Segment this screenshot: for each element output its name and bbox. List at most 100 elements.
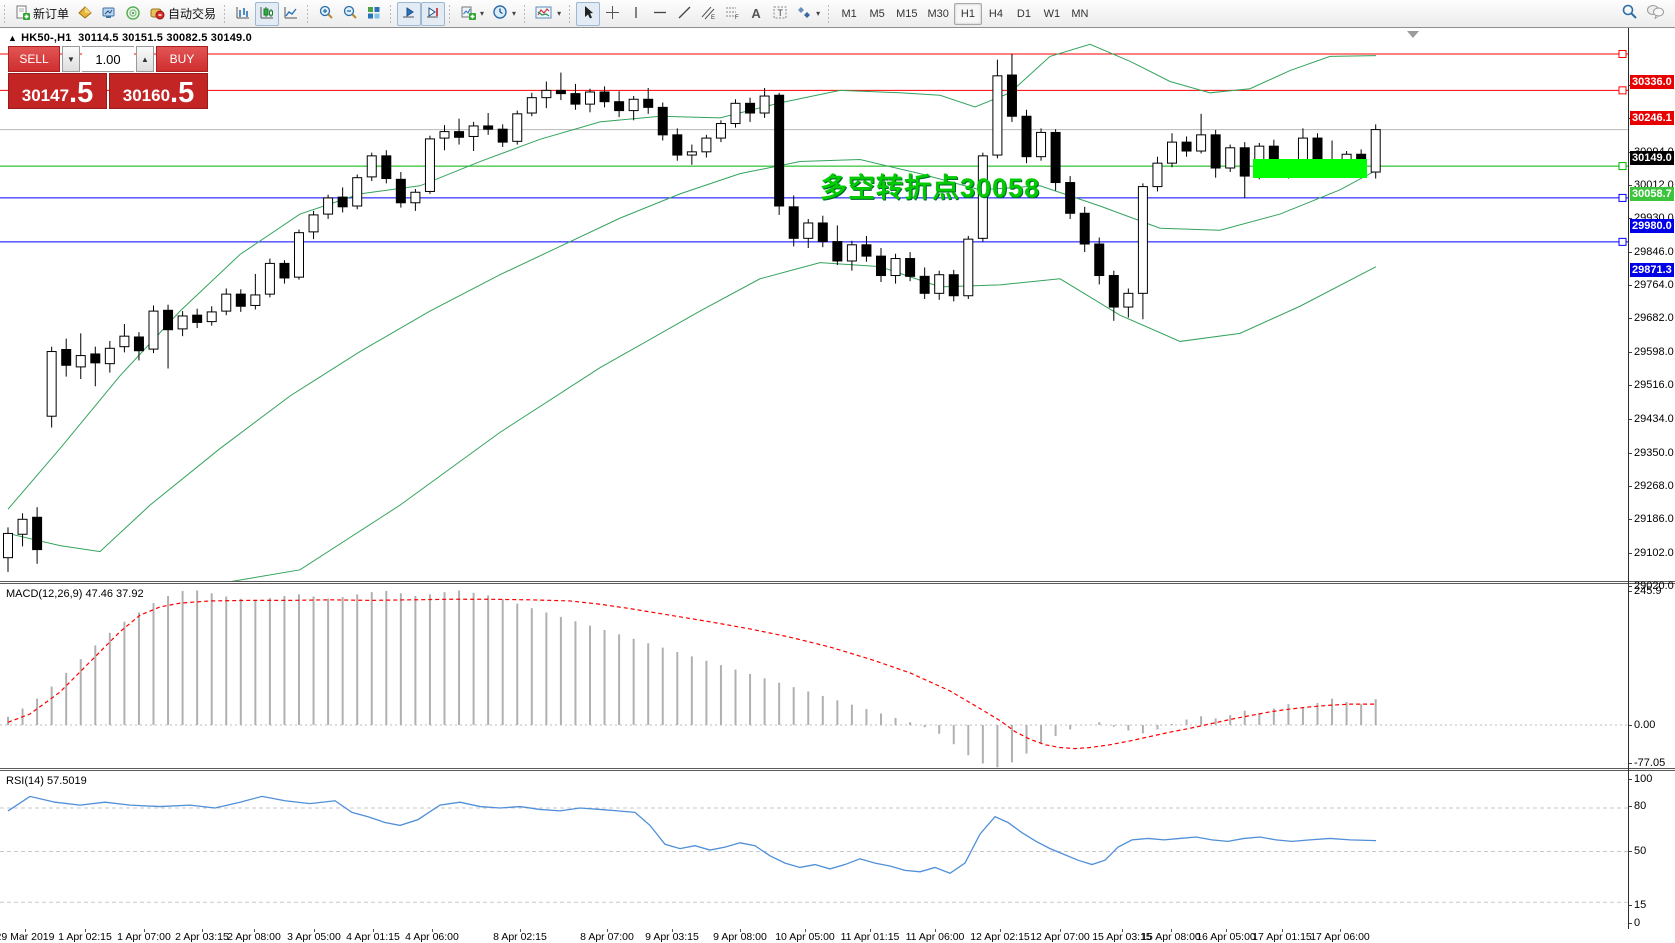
chart-candles-button[interactable] <box>255 1 280 26</box>
bull-candle <box>1370 129 1381 173</box>
bull-candle <box>1196 134 1207 152</box>
fibonacci-tool-button[interactable]: F <box>720 2 744 26</box>
tile-windows-button[interactable] <box>362 2 386 26</box>
autotrading-button[interactable]: 自动交易 <box>145 2 220 26</box>
price-tick-label: 29434.0 <box>1634 412 1674 425</box>
bear-candle <box>948 274 959 297</box>
zoom-out-button[interactable] <box>338 2 362 26</box>
volume-input[interactable] <box>82 46 134 72</box>
equidistant-channel-icon: E <box>700 5 716 23</box>
timeframe-mn-button[interactable]: MN <box>1071 7 1089 20</box>
buy-button[interactable]: BUY <box>156 46 208 72</box>
timeframe-h4-button[interactable]: H4 <box>988 7 1003 20</box>
axis-tick-mark <box>1629 763 1632 764</box>
dropdown-caret: ▾ <box>512 9 517 18</box>
market-watch-button[interactable] <box>97 2 121 26</box>
main-price-pane[interactable] <box>0 28 1628 581</box>
price-tick-label: 29516.0 <box>1634 379 1674 392</box>
zoom-out-icon <box>342 4 358 23</box>
bear-candle <box>381 155 392 180</box>
bear-candle <box>876 255 886 277</box>
timeframe-m30-button[interactable]: M30 <box>927 7 949 20</box>
line-endpoint-marker[interactable] <box>1618 50 1627 58</box>
chart-bars-button[interactable] <box>231 2 255 26</box>
bull-candle <box>1225 147 1236 169</box>
bull-candle <box>439 131 450 139</box>
sell-price-panel[interactable]: 30147.5 <box>8 73 107 109</box>
trendline-tool-button[interactable] <box>672 2 696 26</box>
volume-increase-button[interactable]: ▲ <box>136 46 154 72</box>
rsi-pane[interactable] <box>0 771 1628 928</box>
bear-candle <box>1210 134 1221 169</box>
buy-price-frac: .5 <box>170 77 195 109</box>
time-tick-mark <box>373 929 374 932</box>
price-axis[interactable]: 30260.030178.030094.030012.029930.029846… <box>1629 28 1675 929</box>
bear-candle <box>1108 275 1119 308</box>
indicators-button[interactable]: ▾ <box>531 2 565 26</box>
buy-price-panel[interactable]: 30160.5 <box>109 73 208 109</box>
hline-tool-button[interactable] <box>648 2 672 26</box>
macd-pane[interactable] <box>0 584 1628 768</box>
sell-button[interactable]: SELL <box>8 46 60 72</box>
axis-tick-mark <box>1629 725 1632 726</box>
line-endpoint-marker[interactable] <box>1618 237 1627 246</box>
axis-tick-mark <box>1629 905 1632 906</box>
axis-tick-mark <box>1629 385 1632 387</box>
line-endpoint-marker[interactable] <box>1618 86 1627 95</box>
highlight-zone-rect[interactable] <box>1253 159 1367 178</box>
search-icon[interactable] <box>1621 3 1638 25</box>
pane-separator[interactable] <box>0 581 1675 584</box>
cursor-tool-button[interactable] <box>576 1 601 26</box>
axis-tick-mark <box>1629 923 1632 924</box>
chart-area[interactable]: 30260.030178.030094.030012.029930.029846… <box>0 28 1675 943</box>
line-endpoint-marker[interactable] <box>1618 162 1627 171</box>
chart-shift-button[interactable] <box>421 1 446 26</box>
bear-candle <box>279 262 290 279</box>
autotrading-icon <box>149 5 165 23</box>
new-chart-button[interactable]: ▾ <box>456 2 488 26</box>
volume-decrease-button[interactable]: ▼ <box>62 46 80 72</box>
bull-candle <box>221 293 232 312</box>
crosshair-tool-button[interactable] <box>600 2 624 26</box>
time-axis-label: 17 Apr 01:15 <box>1252 931 1312 943</box>
bull-candle <box>1036 131 1047 158</box>
timeframe-d1-button[interactable]: D1 <box>1016 7 1031 20</box>
macd-indicator-label: MACD(12,26,9) 47.46 37.92 <box>6 588 144 600</box>
zoom-in-button[interactable] <box>314 2 338 26</box>
price-line-badge: 30246.1 <box>1630 111 1674 126</box>
time-axis-label: 4 Apr 06:00 <box>405 931 459 943</box>
buy-price-main: 30160 <box>122 86 171 105</box>
label-tool-button[interactable]: T <box>768 2 792 26</box>
timeframe-m5-button[interactable]: M5 <box>869 7 885 20</box>
shapes-tool-button[interactable]: ▾ <box>792 2 824 26</box>
bear-candle <box>497 128 508 143</box>
periods-button[interactable]: ▾ <box>488 2 520 26</box>
svg-text:T: T <box>778 8 784 18</box>
chart-annotation-text[interactable]: 多空转折点30058 <box>820 173 1041 203</box>
pane-separator[interactable] <box>0 768 1675 771</box>
bollinger-upper-band <box>7 43 1377 510</box>
signals-button[interactable] <box>121 2 145 26</box>
timeframe-w1-button[interactable]: W1 <box>1043 7 1061 20</box>
chart-line-button[interactable] <box>279 2 303 26</box>
chat-icon[interactable] <box>1646 3 1665 24</box>
bull-candle <box>46 351 57 417</box>
time-axis-label: 1 Apr 02:15 <box>58 931 112 943</box>
vline-tool-button[interactable] <box>624 2 648 26</box>
text-tool-button[interactable]: A <box>744 2 768 26</box>
bear-candle <box>614 101 625 112</box>
auto-scroll-button[interactable] <box>397 1 422 26</box>
timeframe-m15-button[interactable]: M15 <box>896 7 918 20</box>
time-tick-mark <box>1282 929 1283 932</box>
bull-candle <box>701 137 712 153</box>
bull-candle <box>1152 162 1163 188</box>
time-axis[interactable]: 29 Mar 2019 1 Apr 02:15 1 Apr 07:00 2 Apr 0… <box>0 929 1675 943</box>
channel-tool-button[interactable]: E <box>696 2 720 26</box>
timeframe-m1-button[interactable]: M1 <box>841 7 857 20</box>
timeframe-h1-button[interactable]: H1 <box>953 2 982 25</box>
profile-button[interactable] <box>73 2 97 26</box>
bull-candle <box>250 294 261 306</box>
new-order-button[interactable]: 新订单 <box>11 2 73 26</box>
line-endpoint-marker[interactable] <box>1618 193 1627 202</box>
auto-scroll-icon <box>401 5 417 23</box>
